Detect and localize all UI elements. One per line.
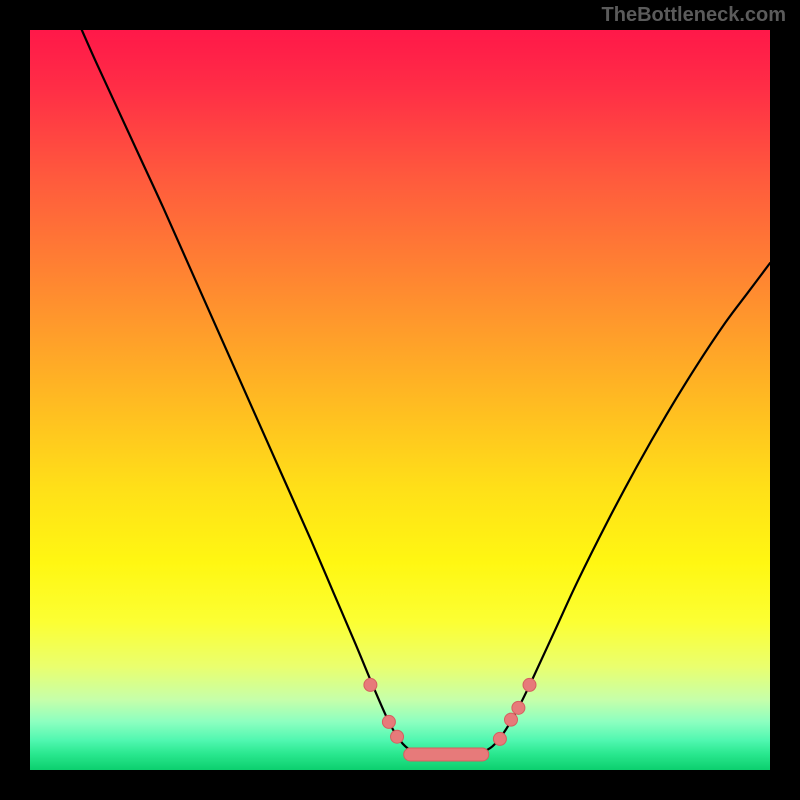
data-marker [391,730,404,743]
data-marker [505,713,518,726]
data-marker [382,715,395,728]
watermark-text: TheBottleneck.com [602,4,786,27]
chart-container: TheBottleneck.com [0,0,800,800]
data-marker [512,701,525,714]
optimal-range-band [404,748,489,761]
data-marker [364,678,377,691]
data-marker [523,678,536,691]
data-marker [493,732,506,745]
gradient-background [30,30,770,770]
plot-area [30,30,770,770]
